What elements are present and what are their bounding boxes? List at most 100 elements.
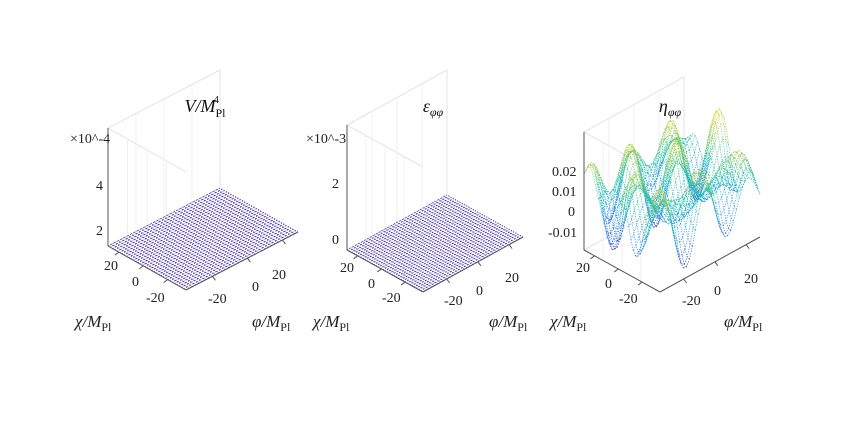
surface-mesh-line [381, 252, 385, 255]
surface-mesh-line [233, 258, 238, 261]
surface-mesh-line [740, 167, 744, 174]
surface-mesh-line [148, 236, 152, 239]
surface-mesh-line [131, 253, 136, 257]
surface-mesh-line [135, 234, 140, 237]
surface-mesh-line [446, 205, 450, 208]
surface-mesh-line [227, 254, 231, 257]
surface-mesh-line [203, 251, 208, 254]
surface-mesh-line [438, 237, 442, 240]
surface-mesh-line [215, 197, 220, 201]
surface-mesh-line [196, 230, 201, 233]
surface-mesh-line [156, 247, 159, 250]
surface-mesh-line [226, 234, 229, 236]
surface-mesh-line [451, 224, 455, 228]
surface-mesh-line [431, 237, 434, 240]
surface-mesh-line [168, 274, 173, 277]
surface-mesh-line [435, 208, 439, 210]
surface-mesh-line [175, 230, 179, 233]
surface-mesh-line [360, 245, 364, 248]
surface-mesh-line [506, 238, 510, 242]
surface-mesh-line [372, 260, 375, 263]
surface-mesh-line [481, 249, 485, 252]
surface-mesh-line [482, 233, 486, 236]
surface-mesh-line [241, 213, 244, 216]
surface-mesh-line [397, 251, 400, 254]
surface-mesh-line [208, 243, 213, 247]
surface-mesh-line [179, 282, 183, 285]
surface-mesh-line [471, 237, 475, 240]
surface-mesh-line [204, 255, 209, 259]
surface-mesh-line [410, 258, 414, 261]
surface-mesh-line [135, 243, 139, 246]
surface-mesh-line [254, 219, 259, 223]
surface-mesh-line [234, 256, 238, 259]
surface-mesh-line [234, 215, 239, 218]
surface-mesh-line [423, 217, 426, 220]
surface-mesh-line [466, 205, 470, 208]
surface-mesh-line [239, 218, 243, 221]
surface-mesh-line [170, 251, 175, 254]
surface-mesh-line [494, 238, 498, 241]
surface-mesh-line [194, 278, 199, 281]
surface-mesh-line [234, 249, 238, 252]
surface-mesh-line [222, 244, 226, 247]
surface-mesh-line [374, 260, 378, 263]
surface-mesh-line [451, 215, 455, 218]
surface-mesh-line [451, 205, 455, 208]
surface-mesh-line [245, 209, 248, 212]
surface-mesh-line [458, 260, 462, 264]
surface-mesh-line [146, 258, 151, 262]
surface-mesh-line [221, 222, 225, 225]
surface-mesh-line [126, 245, 130, 248]
surface-mesh-line [402, 269, 406, 272]
surface-mesh-line [241, 212, 245, 215]
surface-mesh-line [468, 261, 471, 264]
surface-mesh-line [440, 239, 444, 242]
surface-mesh-line [504, 239, 507, 242]
surface-mesh-line [493, 221, 497, 225]
surface-mesh-line [242, 241, 246, 244]
surface-mesh-line [449, 202, 453, 205]
surface-mesh-line [431, 255, 435, 259]
surface-mesh-line [468, 208, 472, 211]
surface-mesh-line [490, 234, 493, 237]
surface-mesh-line [428, 257, 432, 260]
surface-mesh-line [247, 208, 252, 212]
surface-mesh-line [188, 248, 192, 251]
surface-mesh-line [389, 229, 393, 232]
surface-mesh-line [218, 256, 222, 259]
surface-mesh-line [394, 261, 398, 264]
surface-mesh-line [447, 201, 451, 204]
surface-mesh-line [179, 234, 183, 237]
surface-mesh-line [452, 255, 455, 258]
panel-potential-axes [107, 128, 299, 291]
surface-mesh-line [399, 260, 403, 264]
surface-mesh-line [236, 204, 239, 206]
surface-mesh-line [495, 223, 499, 226]
surface-mesh-line [400, 277, 404, 280]
surface-mesh-line [264, 225, 268, 228]
surface-mesh-line [402, 259, 406, 262]
surface-mesh-line [255, 241, 260, 245]
surface-mesh-line [478, 241, 482, 244]
surface-mesh-line [410, 276, 415, 280]
surface-mesh-line [446, 235, 450, 238]
surface-mesh-line [149, 267, 153, 270]
surface-mesh-line [448, 206, 452, 210]
surface-mesh-line [455, 261, 459, 264]
surface-mesh-line [217, 228, 220, 231]
surface-mesh-line [197, 276, 202, 280]
surface-mesh-line [471, 240, 474, 243]
surface-mesh-line [151, 245, 155, 248]
surface-mesh-line [410, 247, 414, 250]
surface-mesh-line [460, 241, 464, 244]
surface-mesh-line [150, 255, 154, 258]
surface-mesh-line [188, 239, 192, 242]
surface-mesh-line [487, 244, 491, 247]
surface-mesh-line [149, 233, 153, 236]
surface-mesh-line [228, 217, 232, 220]
surface-mesh-line [203, 233, 208, 237]
surface-mesh-line [384, 231, 387, 234]
panel-eta-surface [583, 108, 761, 269]
surface-mesh-line [417, 251, 421, 254]
